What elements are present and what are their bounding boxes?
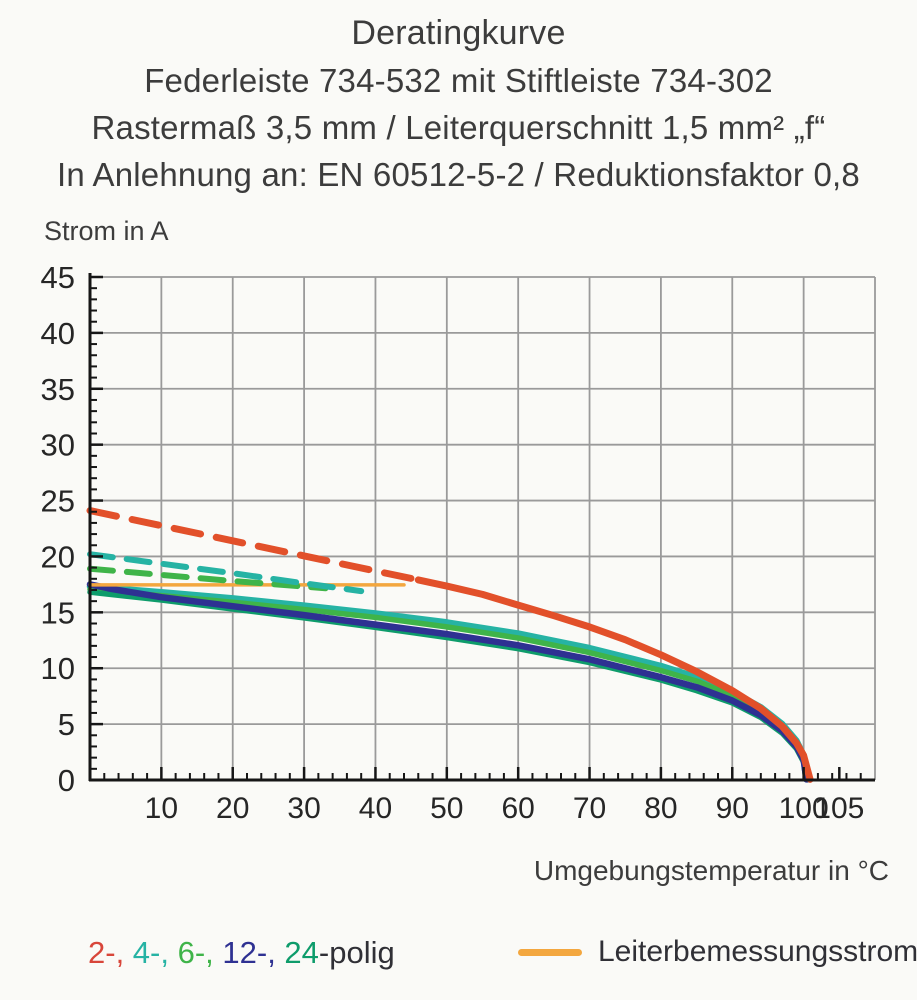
curve-2-polig-dashed xyxy=(86,507,422,584)
rated-current-line-swatch xyxy=(518,948,582,956)
x-axis-title: Umgebungstemperatur in °C xyxy=(533,855,889,886)
legend-pole-part-4: 24 xyxy=(275,935,319,970)
grid-lines xyxy=(90,276,876,780)
legend-pole-part-5: -polig xyxy=(318,935,395,970)
axes xyxy=(88,273,875,782)
y-tick-label-45: 45 xyxy=(41,260,75,295)
y-tick-label-15: 15 xyxy=(41,595,75,630)
y-tick-label-10: 10 xyxy=(41,651,75,686)
legend-rated-current: Leiterbemessungsstrom xyxy=(518,935,917,969)
y-axis-title: Strom in A xyxy=(44,216,169,246)
x-tick-label-30: 30 xyxy=(287,792,320,825)
x-tick-label-70: 70 xyxy=(573,792,606,825)
x-tick-label-90: 90 xyxy=(716,792,749,825)
y-tick-label-20: 20 xyxy=(41,539,75,574)
curve-4-polig-dashed xyxy=(87,551,365,595)
rated-current-label: Leiterbemessungsstrom xyxy=(598,935,917,968)
x-tick-label-40: 40 xyxy=(359,792,392,825)
x-tick-label-50: 50 xyxy=(430,792,463,825)
y-tick-label-35: 35 xyxy=(41,372,75,407)
x-tick-label-20: 20 xyxy=(216,792,249,825)
legend-pole-part-3: 12-, xyxy=(213,935,276,970)
chart-title: Deratingkurve xyxy=(351,14,566,52)
legend-pole-part-2: 6-, xyxy=(168,935,214,970)
legend-row: 2-, 4-, 6-, 12-, 24-polig Leiterbemessun… xyxy=(0,935,917,985)
y-tick-label-30: 30 xyxy=(41,428,75,463)
chart-subtitle-norm: In Anlehnung an: EN 60512-5-2 / Reduktio… xyxy=(57,156,860,193)
chart-title-block: Deratingkurve Federleiste 734-532 mit St… xyxy=(0,10,917,198)
legend-pole-counts: 2-, 4-, 6-, 12-, 24-polig xyxy=(88,935,395,971)
x-tick-label-80: 80 xyxy=(644,792,677,825)
tick-marks xyxy=(90,275,862,780)
y-tick-label-40: 40 xyxy=(41,316,75,351)
chart-subtitle-spec: Rastermaß 3,5 mm / Leiterquerschnitt 1,5… xyxy=(91,109,826,146)
chart-subtitle-products: Federleiste 734-532 mit Stiftleiste 734-… xyxy=(144,62,773,99)
x-tick-label-10: 10 xyxy=(145,792,178,825)
y-tick-label-25: 25 xyxy=(41,484,75,519)
curve-6-polig-solid xyxy=(87,586,810,783)
y-tick-label-5: 5 xyxy=(58,707,75,742)
x-tick-label-105: 105 xyxy=(814,792,864,825)
x-tick-label-60: 60 xyxy=(501,792,534,825)
curves xyxy=(86,507,814,783)
x-tick-label-100: 100 xyxy=(779,792,829,825)
y-tick-label-0: 0 xyxy=(58,763,75,798)
legend-pole-part-0: 2-, xyxy=(88,935,125,970)
legend-pole-part-1: 4-, xyxy=(124,935,169,970)
curve-2-polig-solid xyxy=(414,576,814,783)
